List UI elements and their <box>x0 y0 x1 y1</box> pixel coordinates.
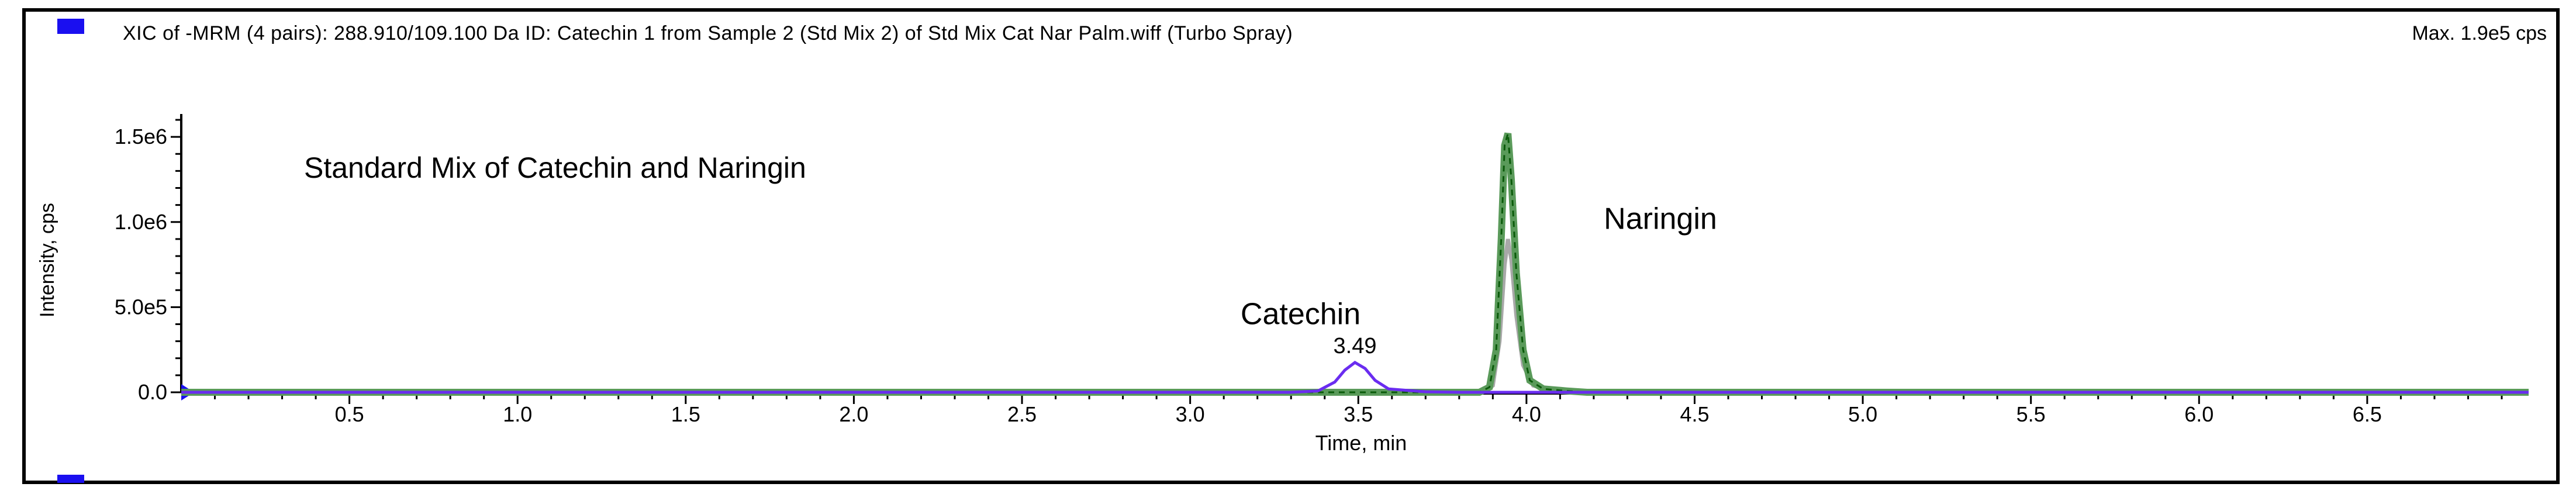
x-axis-label: Time, min <box>1315 431 1407 455</box>
x-tick-label: 3.0 <box>1176 402 1205 426</box>
chart-title: Standard Mix of Catechin and Naringin <box>304 151 806 184</box>
x-tick-label: 5.5 <box>2016 402 2046 426</box>
pane-marker-icon-lower[interactable] <box>57 475 84 483</box>
catechin-label: Catechin <box>1241 298 1360 331</box>
y-axis-ticks: 0.0 5.0e5 1.0e6 1.5e6 <box>115 119 181 404</box>
y-tick-label: 5.0e5 <box>115 295 167 319</box>
x-tick-label: 3.5 <box>1344 402 1373 426</box>
x-tick-label: 5.0 <box>1848 402 1877 426</box>
max-intensity-label: Max. 1.9e5 cps <box>2412 22 2547 44</box>
x-tick-label: 6.0 <box>2184 402 2214 426</box>
catechin-trace <box>181 360 2529 394</box>
x-tick-label: 4.0 <box>1512 402 1541 426</box>
naringin-trace-overlay <box>181 133 2529 393</box>
x-tick-label: 1.0 <box>503 402 532 426</box>
x-tick-label: 2.0 <box>839 402 868 426</box>
chart-frame <box>22 8 2560 484</box>
annotation-layer: Catechin 3.49 Naringin <box>1241 202 1717 358</box>
x-tick-label: 1.5 <box>671 402 700 426</box>
y-axis-label: Intensity, cps <box>36 203 58 317</box>
x-axis-ticks: 0.5 1.0 1.5 2.0 2.5 3.0 3.5 4.0 4.5 5.0 5.5 6.0 6.5 <box>214 393 2503 426</box>
y-tick-label: 1.5e6 <box>115 125 167 148</box>
xic-header: XIC of -MRM (4 pairs): 288.910/109.100 D… <box>123 22 1293 44</box>
series-layer <box>181 132 2529 396</box>
x-tick-label: 6.5 <box>2353 402 2382 426</box>
x-tick-label: 2.5 <box>1007 402 1037 426</box>
pane-marker-icon[interactable] <box>57 19 84 34</box>
x-tick-label: 0.5 <box>335 402 364 426</box>
y-tick-label: 0.0 <box>138 380 167 404</box>
naringin-label: Naringin <box>1604 202 1717 236</box>
y-tick-label: 1.0e6 <box>115 210 167 234</box>
catechin-peak-time-label: 3.49 <box>1334 334 1377 358</box>
x-tick-label: 4.5 <box>1680 402 1709 426</box>
